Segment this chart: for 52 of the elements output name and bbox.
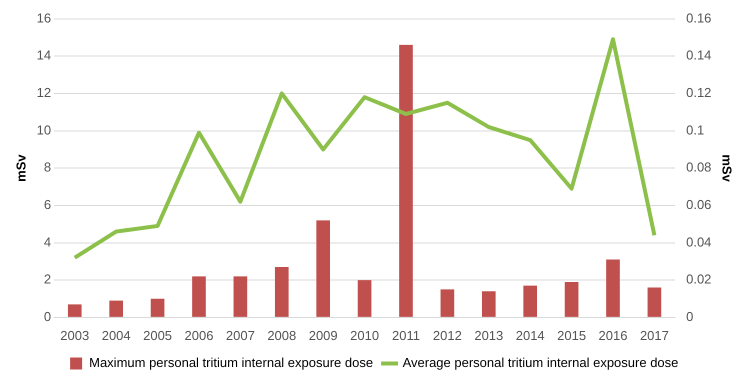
bar bbox=[440, 289, 454, 317]
x-tick-label: 2004 bbox=[102, 328, 131, 343]
y-tick-label: 2 bbox=[44, 272, 52, 287]
y-tick-label: 14 bbox=[36, 48, 52, 63]
bar bbox=[399, 44, 413, 317]
x-tick-label: 2017 bbox=[640, 328, 669, 343]
x-tick-label: 2013 bbox=[474, 328, 504, 343]
y2-tick-label: 0.02 bbox=[686, 272, 712, 287]
y-tick-label: 16 bbox=[36, 10, 52, 26]
y2-tick-label: 0.06 bbox=[686, 197, 712, 212]
y2-tick-label: 0.08 bbox=[686, 160, 712, 175]
x-tick-label: 2010 bbox=[350, 328, 380, 343]
bar bbox=[68, 304, 82, 317]
bar bbox=[316, 220, 330, 317]
x-tick-label: 2003 bbox=[60, 328, 90, 343]
x-tick-label: 2014 bbox=[516, 328, 545, 343]
y-tick-label: 10 bbox=[36, 122, 52, 138]
y2-tick-label: 0.12 bbox=[686, 85, 712, 100]
legend-label: Maximum personal tritium internal exposure dose bbox=[89, 355, 374, 370]
bar bbox=[109, 300, 123, 317]
y2-tick-label: 0.14 bbox=[686, 48, 712, 63]
y2-axis-title: mSv bbox=[720, 154, 735, 183]
x-tick-label: 2008 bbox=[267, 328, 296, 343]
y2-tick-label: 0.1 bbox=[686, 122, 704, 138]
legend-label: Average personal tritium internal exposure dose bbox=[402, 355, 678, 370]
y-axis-title: mSv bbox=[13, 154, 28, 182]
y-tick-label: 6 bbox=[44, 197, 52, 212]
y-tick-label: 12 bbox=[36, 85, 52, 100]
x-tick-label: 2006 bbox=[184, 328, 214, 343]
bar bbox=[523, 286, 538, 317]
x-tick-label: 2016 bbox=[598, 328, 628, 343]
x-tick-label: 2005 bbox=[143, 328, 172, 343]
bar bbox=[606, 260, 620, 317]
x-tick-label: 2009 bbox=[308, 328, 338, 343]
y2-tick-label: 0 bbox=[686, 308, 694, 324]
y-tick-label: 4 bbox=[44, 234, 52, 250]
bar bbox=[648, 288, 662, 317]
y2-tick-label: 0.16 bbox=[686, 10, 712, 26]
bar bbox=[150, 298, 164, 317]
bar bbox=[482, 291, 496, 317]
x-tick-label: 2011 bbox=[392, 328, 420, 343]
y-tick-label: 0 bbox=[44, 308, 52, 324]
bar bbox=[358, 280, 372, 317]
bar bbox=[564, 282, 578, 317]
y-tick-label: 8 bbox=[44, 160, 52, 175]
x-tick-label: 2015 bbox=[557, 328, 586, 343]
bar bbox=[234, 276, 248, 317]
bar bbox=[274, 267, 289, 317]
x-tick-label: 2007 bbox=[226, 328, 255, 343]
y2-tick-label: 0.04 bbox=[686, 234, 712, 250]
x-tick-label: 2012 bbox=[432, 328, 462, 343]
bar bbox=[192, 276, 206, 317]
